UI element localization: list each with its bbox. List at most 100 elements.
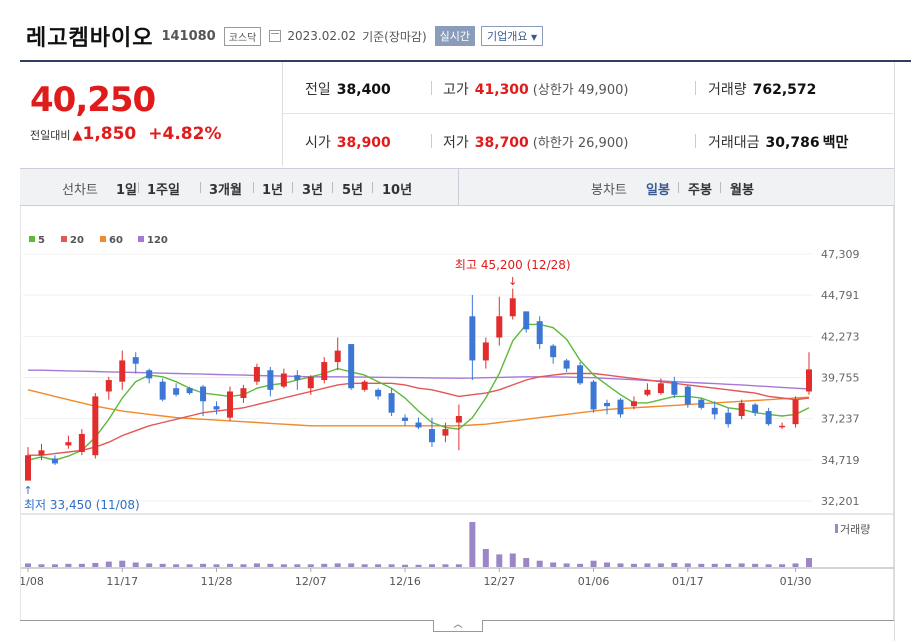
candle-body	[388, 393, 395, 413]
volume-bar	[644, 563, 651, 567]
candle-body	[280, 373, 287, 387]
volume-bar	[159, 563, 166, 567]
stat-amount-label: 거래대금	[708, 135, 760, 151]
candle-monthly[interactable]: 월봉	[730, 183, 754, 198]
candle-body	[65, 442, 72, 446]
period-1y[interactable]: 1년	[262, 183, 284, 198]
right-side-panel	[894, 62, 911, 641]
divider	[253, 182, 254, 193]
volume-bar	[294, 564, 301, 567]
x-tick-label: 12/27	[483, 575, 515, 588]
ma20-line	[28, 372, 810, 456]
candle-body	[200, 386, 207, 402]
candle-body	[550, 345, 557, 358]
x-tick-label: 01/06	[578, 575, 610, 588]
candle-body	[482, 342, 489, 361]
volume-bar	[590, 560, 597, 567]
candle-daily[interactable]: 일봉	[646, 183, 670, 198]
candle-body	[267, 370, 274, 390]
volume-bar	[725, 563, 732, 567]
realtime-button[interactable]: 실시간	[434, 26, 476, 46]
stat-volume: 거래량 762,572	[708, 79, 816, 99]
upper-limit: (상한가 49,900)	[532, 83, 629, 98]
candle-body	[415, 422, 422, 428]
market-badge: 코스닥	[223, 26, 262, 46]
candle-body	[738, 402, 745, 417]
candle-body	[792, 399, 799, 425]
candle-body	[173, 388, 180, 395]
candle-body	[590, 381, 597, 410]
volume-bar	[105, 561, 112, 567]
stat-amount-value: 30,786	[765, 135, 820, 151]
volume-bar	[51, 564, 58, 567]
volume-bar	[738, 563, 745, 567]
candle-body	[630, 401, 637, 407]
divider	[678, 182, 679, 193]
period-10y[interactable]: 10년	[382, 183, 413, 198]
volume-bar	[684, 563, 691, 567]
candle-body	[496, 316, 503, 338]
candle-body	[442, 429, 449, 436]
candle-body	[752, 404, 759, 413]
x-tick-label: 11/17	[106, 575, 138, 588]
down-arrow-icon: ↓	[508, 275, 517, 288]
volume-bar	[388, 564, 395, 567]
divider	[332, 182, 333, 193]
volume-bar	[698, 563, 705, 567]
x-tick-label: 11/08	[21, 575, 44, 588]
candle-body	[146, 370, 153, 379]
candle-body	[226, 391, 233, 418]
candle-body	[38, 450, 45, 456]
period-1w[interactable]: 1주일	[147, 183, 180, 198]
candle-body	[51, 458, 58, 464]
volume-bar	[173, 564, 180, 567]
period-5y[interactable]: 5년	[342, 183, 364, 198]
volume-bar	[806, 558, 812, 567]
period-1d[interactable]: 1일	[116, 183, 138, 198]
candle-body	[402, 417, 409, 421]
period-3y[interactable]: 3년	[302, 183, 324, 198]
candle-body	[509, 298, 516, 317]
candle-body	[321, 362, 328, 381]
y-tick-label: 37,237	[821, 413, 860, 426]
header-divider	[20, 60, 911, 62]
divider	[431, 134, 432, 148]
candle-body	[671, 381, 678, 395]
volume-bar	[752, 563, 759, 567]
candle-body	[563, 360, 570, 369]
candlestick-chart[interactable]: 47,309 44,791 42,273 39,755 37,237 34,719 32,2…	[21, 206, 895, 620]
divider	[431, 81, 432, 95]
candle-body	[617, 399, 624, 415]
line-chart-label: 선차트	[62, 183, 98, 198]
volume-bar	[267, 563, 274, 567]
lower-limit: (하한가 26,900)	[532, 136, 629, 151]
stat-volume-value: 762,572	[752, 82, 817, 98]
stat-open-value: 38,900	[336, 135, 391, 151]
candle-body	[765, 411, 772, 425]
stat-high: 고가 41,300 (상한가 49,900)	[443, 79, 628, 99]
stock-header: 레고켐바이오 141080 코스닥 2023.02.02 기준(장마감) 실시간…	[26, 20, 544, 52]
period-3m[interactable]: 3개월	[209, 183, 242, 198]
volume-bar	[78, 563, 85, 567]
volume-bar	[482, 549, 489, 567]
candle-body	[577, 365, 584, 384]
volume-bar	[280, 564, 287, 567]
min-price-label: 최저 33,450 (11/08)	[24, 498, 140, 512]
volume-legend-swatch	[835, 524, 838, 533]
collapse-toggle-button[interactable]: ︿	[433, 620, 483, 632]
volume-bar	[25, 563, 31, 567]
stat-low: 저가 38,700 (하한가 26,900)	[443, 132, 628, 152]
candle-weekly[interactable]: 주봉	[688, 183, 712, 198]
divider	[720, 182, 721, 193]
legend-label: 5	[38, 235, 45, 246]
candle-chart-label: 봉차트	[591, 183, 627, 198]
volume-bar	[536, 560, 543, 567]
y-tick-label: 32,201	[821, 495, 860, 508]
candle-body	[644, 389, 651, 395]
volume-bar	[240, 564, 247, 567]
y-tick-label: 44,791	[821, 289, 860, 302]
chart-area: 47,309 44,791 42,273 39,755 37,237 34,719 32,2…	[20, 206, 895, 620]
volume-label: 거래량	[840, 523, 870, 536]
volume-bar	[402, 564, 409, 567]
company-overview-button[interactable]: 기업개요 ▼	[481, 26, 544, 46]
